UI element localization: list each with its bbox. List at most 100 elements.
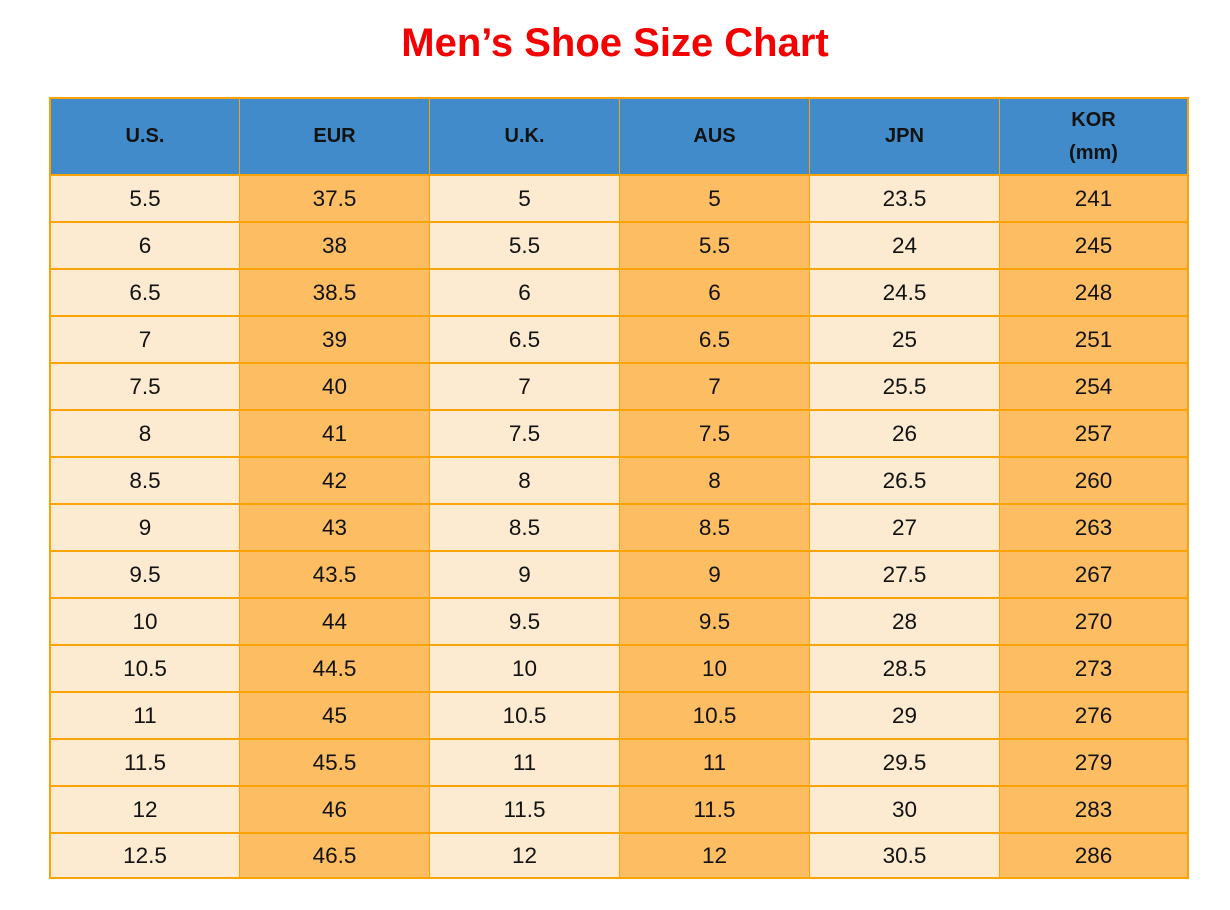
size-cell: 11	[51, 693, 240, 740]
size-cell: 39	[240, 317, 430, 364]
size-cell: 276	[1000, 693, 1187, 740]
size-cell: 23.5	[810, 176, 1000, 223]
size-cell: 8.5	[620, 505, 810, 552]
table-row: 7 39 6.5 6.5 25 251	[51, 317, 1187, 364]
table-row: 12 46 11.5 11.5 30 283	[51, 787, 1187, 834]
size-cell: 8.5	[51, 458, 240, 505]
size-cell: 286	[1000, 834, 1187, 877]
size-cell: 6	[430, 270, 620, 317]
size-cell: 8.5	[430, 505, 620, 552]
size-cell: 5	[620, 176, 810, 223]
size-cell: 38	[240, 223, 430, 270]
size-cell: 10	[620, 646, 810, 693]
size-cell: 26	[810, 411, 1000, 458]
size-cell: 9	[430, 552, 620, 599]
size-cell: 42	[240, 458, 430, 505]
table-row: 8.5 42 8 8 26.5 260	[51, 458, 1187, 505]
size-cell: 273	[1000, 646, 1187, 693]
table-row: 8 41 7.5 7.5 26 257	[51, 411, 1187, 458]
size-cell: 24.5	[810, 270, 1000, 317]
size-cell: 7.5	[620, 411, 810, 458]
size-cell: 251	[1000, 317, 1187, 364]
size-cell: 6	[620, 270, 810, 317]
column-header-line: EUR	[313, 125, 356, 147]
size-cell: 28.5	[810, 646, 1000, 693]
column-header-line: JPN	[885, 125, 924, 147]
table-header: U.S. EUR U.K. AUS JPN KOR (mm)	[51, 99, 1187, 176]
size-cell: 41	[240, 411, 430, 458]
size-cell: 7	[620, 364, 810, 411]
size-cell: 27.5	[810, 552, 1000, 599]
size-cell: 8	[620, 458, 810, 505]
size-cell: 8	[430, 458, 620, 505]
size-cell: 9.5	[430, 599, 620, 646]
size-cell: 46.5	[240, 834, 430, 877]
size-cell: 11.5	[620, 787, 810, 834]
table-row: 6.5 38.5 6 6 24.5 248	[51, 270, 1187, 317]
table-row: 10.5 44.5 10 10 28.5 273	[51, 646, 1187, 693]
size-cell: 43	[240, 505, 430, 552]
size-cell: 9	[51, 505, 240, 552]
size-cell: 12	[51, 787, 240, 834]
size-cell: 10.5	[51, 646, 240, 693]
size-cell: 5.5	[620, 223, 810, 270]
size-cell: 10.5	[430, 693, 620, 740]
size-cell: 9	[620, 552, 810, 599]
size-cell: 248	[1000, 270, 1187, 317]
size-cell: 46	[240, 787, 430, 834]
size-cell: 37.5	[240, 176, 430, 223]
size-cell: 40	[240, 364, 430, 411]
size-cell: 6	[51, 223, 240, 270]
size-cell: 44.5	[240, 646, 430, 693]
size-cell: 7.5	[51, 364, 240, 411]
shoe-size-table: U.S. EUR U.K. AUS JPN KOR (mm) 5.5 37.5 5 5 23.5 24…	[49, 97, 1189, 879]
size-cell: 263	[1000, 505, 1187, 552]
size-cell: 26.5	[810, 458, 1000, 505]
size-cell: 12.5	[51, 834, 240, 877]
size-cell: 257	[1000, 411, 1187, 458]
size-cell: 25.5	[810, 364, 1000, 411]
size-cell: 7	[430, 364, 620, 411]
page-title: Men’s Shoe Size Chart	[401, 21, 829, 65]
size-cell: 241	[1000, 176, 1187, 223]
size-cell: 9.5	[51, 552, 240, 599]
size-cell: 11	[620, 740, 810, 787]
column-header-line: (mm)	[1069, 141, 1118, 164]
table-row: 11 45 10.5 10.5 29 276	[51, 693, 1187, 740]
size-cell: 9.5	[620, 599, 810, 646]
size-cell: 25	[810, 317, 1000, 364]
column-header-u-s: U.S.	[51, 99, 240, 176]
size-cell: 11.5	[51, 740, 240, 787]
table-row: 7.5 40 7 7 25.5 254	[51, 364, 1187, 411]
size-cell: 45.5	[240, 740, 430, 787]
size-cell: 245	[1000, 223, 1187, 270]
size-cell: 5.5	[430, 223, 620, 270]
size-cell: 6.5	[620, 317, 810, 364]
size-cell: 30.5	[810, 834, 1000, 877]
size-cell: 12	[430, 834, 620, 877]
size-cell: 7.5	[430, 411, 620, 458]
size-cell: 11.5	[430, 787, 620, 834]
table-row: 6 38 5.5 5.5 24 245	[51, 223, 1187, 270]
table-row: 11.5 45.5 11 11 29.5 279	[51, 740, 1187, 787]
table-header-row: U.S. EUR U.K. AUS JPN KOR (mm)	[51, 99, 1187, 176]
size-cell: 29	[810, 693, 1000, 740]
column-header-eur: EUR	[240, 99, 430, 176]
size-cell: 10	[430, 646, 620, 693]
size-cell: 7	[51, 317, 240, 364]
size-cell: 29.5	[810, 740, 1000, 787]
size-cell: 254	[1000, 364, 1187, 411]
column-header-kor-mm: KOR (mm)	[1000, 99, 1187, 176]
size-cell: 44	[240, 599, 430, 646]
size-cell: 270	[1000, 599, 1187, 646]
size-cell: 8	[51, 411, 240, 458]
size-cell: 12	[620, 834, 810, 877]
size-cell: 27	[810, 505, 1000, 552]
size-cell: 6.5	[430, 317, 620, 364]
table-row: 9 43 8.5 8.5 27 263	[51, 505, 1187, 552]
size-cell: 30	[810, 787, 1000, 834]
table-row: 12.5 46.5 12 12 30.5 286	[51, 834, 1187, 877]
column-header-line: KOR	[1071, 108, 1116, 131]
table-body: 5.5 37.5 5 5 23.5 241 6 38 5.5 5.5 24 245 6.5 38.5 6 6 2…	[51, 176, 1187, 877]
size-cell: 5	[430, 176, 620, 223]
